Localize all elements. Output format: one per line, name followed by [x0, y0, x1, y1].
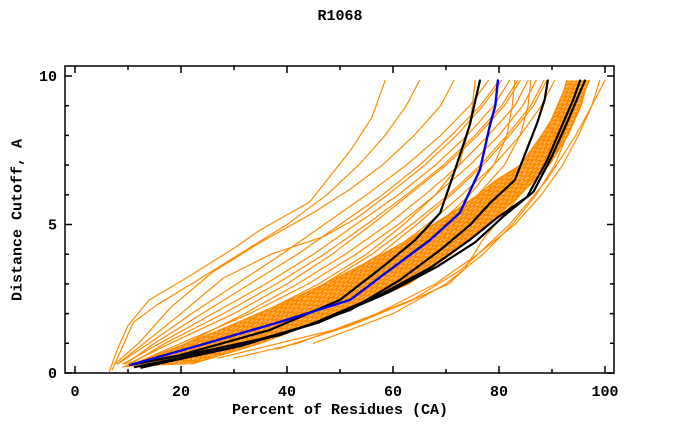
curve-orange-l5: [127, 79, 521, 365]
band-upper-edge: [122, 79, 568, 368]
curve-blue-1: [128, 79, 500, 367]
curve-black-4: [140, 79, 587, 369]
curve-orange-r2: [217, 79, 606, 359]
curve-orange-l6: [132, 79, 537, 365]
x-tick-label: 0: [70, 384, 79, 401]
x-tick-label: 80: [490, 384, 508, 401]
curve-orange-l2: [111, 79, 421, 371]
curve-orange-e1: [124, 79, 500, 365]
x-tick-label: 100: [591, 384, 618, 401]
chart-title: R1068: [317, 8, 363, 25]
x-axis-label: Percent of Residues (CA): [231, 402, 449, 419]
y-tick-label: 0: [48, 366, 57, 383]
x-tick-label: 60: [384, 384, 402, 401]
y-tick-label: 5: [48, 218, 57, 235]
curve-black-1: [129, 79, 481, 367]
x-tick-label: 40: [278, 384, 296, 401]
y-tick-label: 10: [39, 69, 57, 86]
curve-orange-r1: [233, 79, 601, 359]
y-axis-label: Distance Cutoff, A: [9, 138, 27, 302]
curve-orange-l3: [116, 79, 489, 365]
curve-orange-l4: [122, 79, 511, 365]
curve-orange-l1: [108, 79, 386, 372]
curve-orange-e2: [130, 79, 519, 365]
curve-orange-e3: [138, 79, 529, 365]
curve-orange-e7: [114, 79, 455, 365]
x-tick-label: 20: [172, 384, 190, 401]
curve-orange-e6: [116, 79, 503, 365]
plot-frame: [64, 65, 615, 374]
